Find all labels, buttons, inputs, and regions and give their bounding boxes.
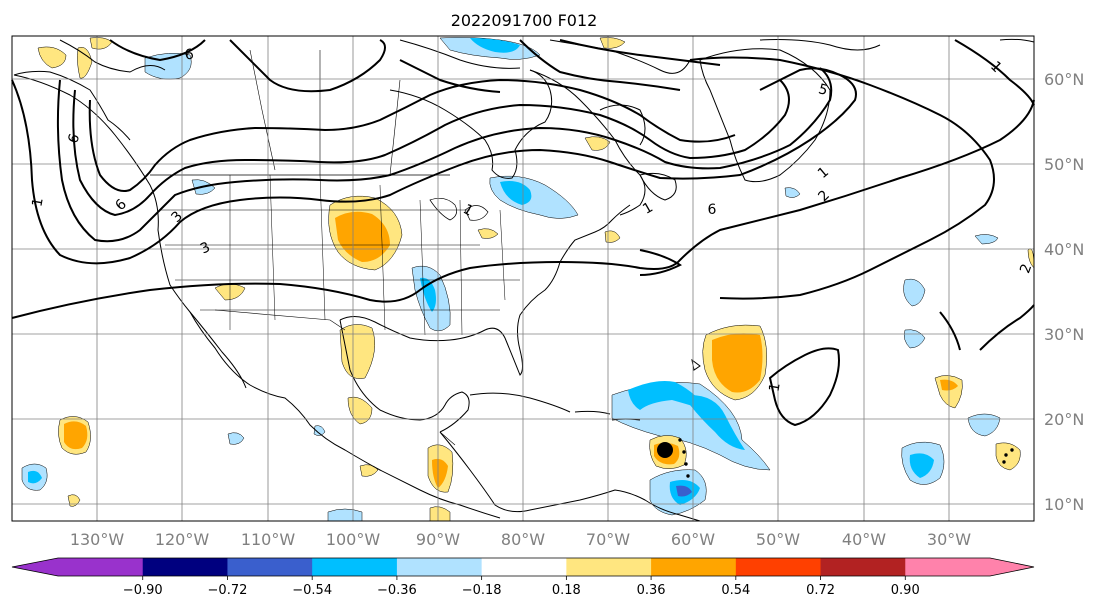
contour-label: 5 xyxy=(817,81,830,99)
contour-label: 1 xyxy=(29,197,46,209)
lon-tick-110w: 110°W xyxy=(241,530,296,549)
colorbar-bin xyxy=(142,558,228,576)
lat-tick-50n: 50°N xyxy=(1044,155,1084,174)
colorbar-bin xyxy=(820,558,906,576)
lon-tick-90w: 90°W xyxy=(416,530,460,549)
lat-tick-40n: 40°N xyxy=(1044,240,1084,259)
colorbar-outline xyxy=(11,557,1035,577)
contour-label: 6 xyxy=(184,46,196,63)
lon-tick-50w: 50°W xyxy=(756,530,800,549)
contour-label: 6 xyxy=(708,202,717,218)
colorbar-bin xyxy=(58,558,144,576)
lon-tick-60w: 60°W xyxy=(671,530,715,549)
map-panel: 6 6 1 3 3 6 5 1 1 1 2 2 6 1 1 xyxy=(11,35,1035,522)
lat-tick-30n: 30°N xyxy=(1044,325,1084,344)
colorbar-label: 0.54 xyxy=(721,583,750,598)
colorbar-label: 0.36 xyxy=(637,583,666,598)
storm-center-marker xyxy=(657,442,673,458)
colorbar-extend-min xyxy=(12,558,58,576)
coastlines xyxy=(13,38,1035,522)
map-title: 2022091700 F012 xyxy=(451,11,598,30)
colorbar-label: −0.72 xyxy=(208,583,248,598)
colorbar-bin xyxy=(227,558,313,576)
lon-tick-80w: 80°W xyxy=(501,530,545,549)
colorbar-bin xyxy=(396,558,483,576)
lat-tick-60n: 60°N xyxy=(1044,70,1084,89)
contour-label: 1 xyxy=(766,382,783,394)
colorbar: −0.90 −0.72 −0.54 −0.36 −0.18 0.18 0.36 0.54 0.7… xyxy=(11,557,1035,598)
lat-tick-10n: 10°N xyxy=(1044,495,1084,514)
colorbar-label: 0.90 xyxy=(891,583,920,598)
shaded-anomaly-fills xyxy=(21,37,1035,522)
colorbar-label: −0.36 xyxy=(377,583,417,598)
colorbar-bin xyxy=(905,558,991,576)
colorbar-label: −0.18 xyxy=(462,583,502,598)
colorbar-label: −0.54 xyxy=(292,583,332,598)
colorbar-bin xyxy=(651,558,737,576)
lon-tick-labels: 130°W 120°W 110°W 100°W 90°W 80°W 70°W 6… xyxy=(70,530,971,549)
lon-tick-120w: 120°W xyxy=(155,530,210,549)
colorbar-bin xyxy=(312,558,398,576)
colorbar-extend-max xyxy=(990,558,1034,576)
colorbar-bin xyxy=(735,558,822,576)
colorbar-label: 0.18 xyxy=(552,583,581,598)
contour-lines xyxy=(11,39,1035,427)
lon-tick-100w: 100°W xyxy=(326,530,381,549)
lon-tick-70w: 70°W xyxy=(586,530,630,549)
colorbar-bin xyxy=(566,558,652,576)
colorbar-label: −0.90 xyxy=(123,583,163,598)
lon-tick-40w: 40°W xyxy=(842,530,886,549)
colorbar-label: 0.72 xyxy=(806,583,835,598)
lon-tick-130w: 130°W xyxy=(70,530,125,549)
lat-tick-20n: 20°N xyxy=(1044,410,1084,429)
colorbar-bin xyxy=(481,558,567,576)
lon-tick-30w: 30°W xyxy=(927,530,971,549)
lat-tick-labels: 60°N 50°N 40°N 30°N 20°N 10°N xyxy=(1044,70,1084,514)
